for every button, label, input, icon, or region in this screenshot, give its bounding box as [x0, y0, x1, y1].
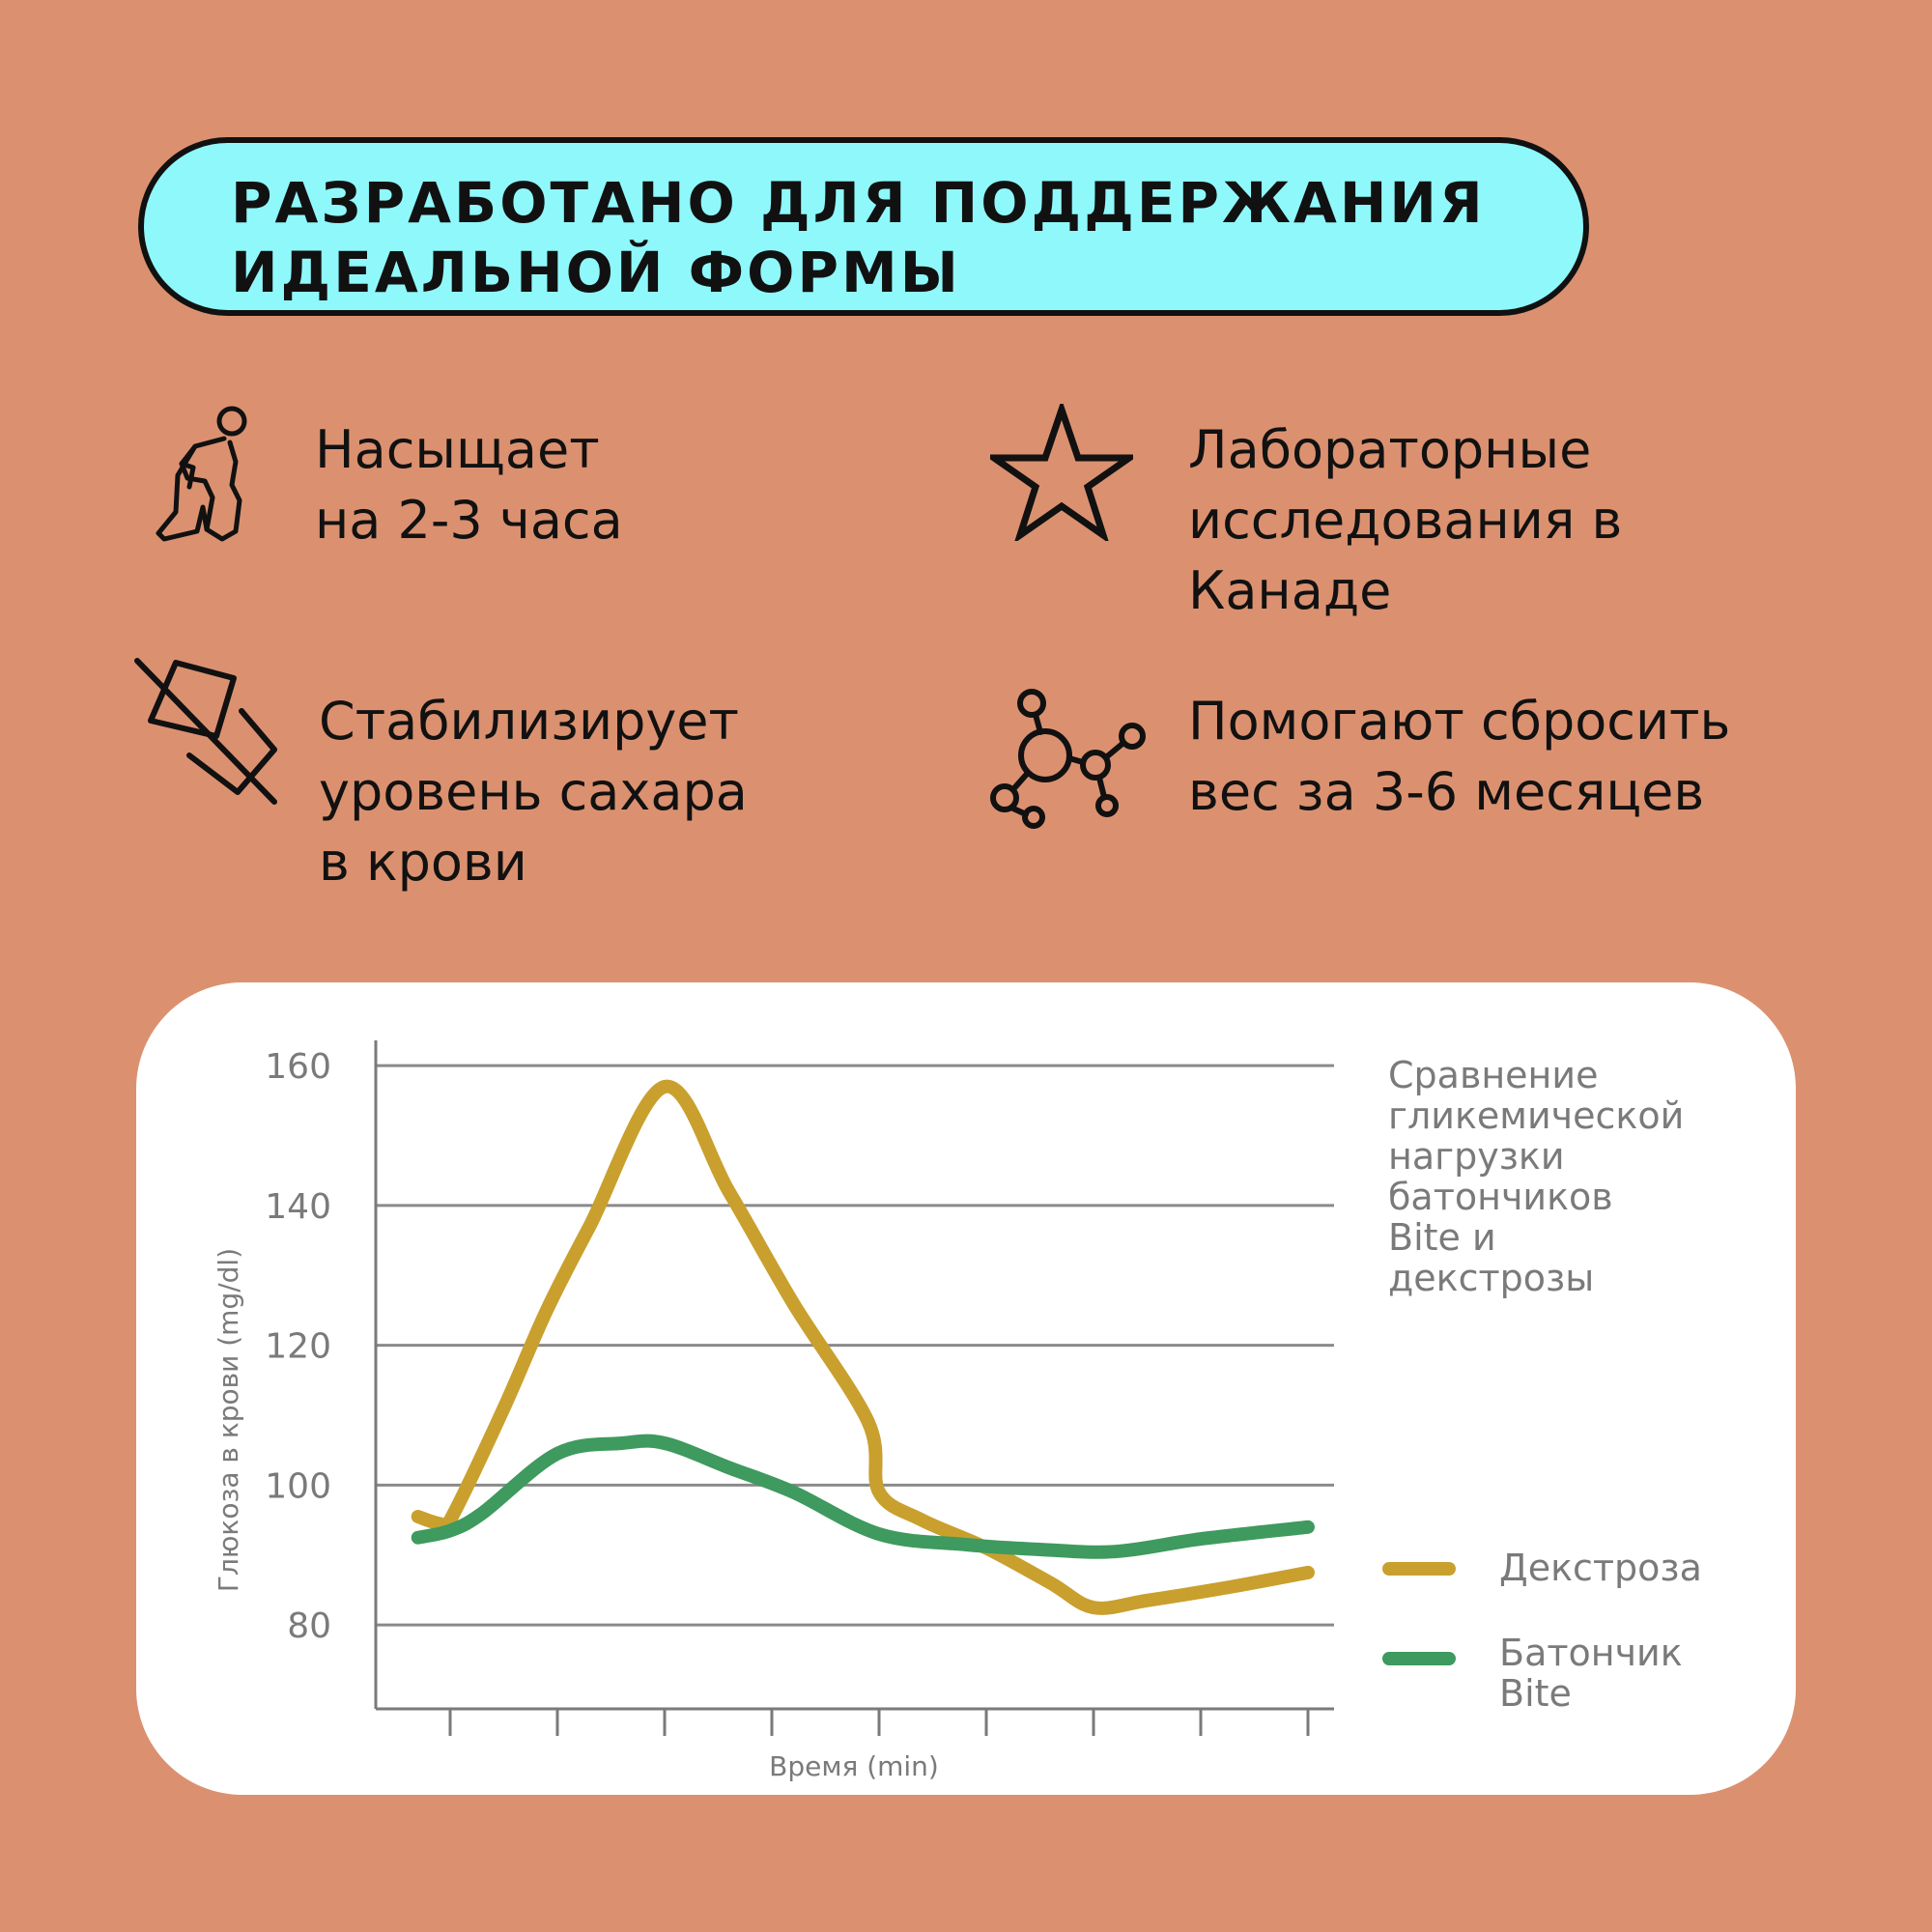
legend-swatch-dextrose — [1382, 1562, 1456, 1576]
chart-description-line-5: Bite и — [1388, 1216, 1496, 1259]
star-icon — [990, 404, 1133, 541]
feature-satiety-line-2: на 2-3 часа — [315, 490, 623, 551]
feature-satiety: Насыщает на 2-3 часа — [315, 414, 623, 555]
chart-description-line-4: батончиков — [1388, 1176, 1613, 1218]
y-axis-label: Глюкоза в крови (mg/dl) — [213, 1248, 244, 1592]
chart-description-line-6: декстрозы — [1388, 1257, 1595, 1299]
feature-satiety-line-1: Насыщает — [315, 419, 600, 480]
no-sugar-cube-icon — [133, 657, 278, 811]
headline-line-1: РАЗРАБОТАНО ДЛЯ ПОДДЕРЖАНИЯ — [231, 170, 1486, 236]
legend-label-bite-text: Батончик Bite — [1499, 1632, 1683, 1715]
feature-sugar-line-1: Стабилизирует — [319, 691, 739, 752]
y-tick-label-140: 140 — [265, 1187, 331, 1227]
y-tick-label-160: 160 — [265, 1047, 331, 1087]
chart-description-line-2: гликемической — [1388, 1094, 1685, 1137]
x-axis-label: Время (min) — [769, 1750, 939, 1782]
y-tick-label-100: 100 — [265, 1466, 331, 1506]
legend-label-dextrose-text: Декстроза — [1499, 1547, 1702, 1589]
legend-label-dextrose: Декстроза — [1499, 1548, 1702, 1588]
legend-label-bite: Батончик Bite — [1499, 1633, 1721, 1714]
chart-card: 80 100 120 140 160 Время (min) Глюкоза в крови… — [136, 982, 1796, 1795]
feature-weight-loss: Помогают сбросить вес за 3-6 месяцев — [1188, 686, 1730, 827]
feature-weight-line-1: Помогают сбросить — [1188, 691, 1731, 752]
chart-description: Сравнение гликемической нагрузки батончи… — [1388, 1055, 1684, 1298]
glucose-line-chart: 80 100 120 140 160 Время (min) Глюкоза в крови… — [213, 1040, 1334, 1782]
lunge-exercise-icon — [155, 406, 261, 546]
headline-banner: РАЗРАБОТАНО ДЛЯ ПОДДЕРЖАНИЯ ИДЕАЛЬНОЙ ФО… — [138, 137, 1589, 316]
y-tick-label-120: 120 — [265, 1327, 331, 1367]
feature-lab-research: Лабораторные исследования в Канаде — [1188, 414, 1622, 626]
feature-lab-line-3: Канаде — [1188, 560, 1392, 621]
headline-line-2: ИДЕАЛЬНОЙ ФОРМЫ — [231, 240, 961, 305]
series-line-dextrose — [411, 1079, 1315, 1615]
feature-weight-line-2: вес за 3-6 месяцев — [1188, 761, 1705, 822]
series-line-bite — [411, 1434, 1315, 1559]
chart-description-line-1: Сравнение — [1388, 1054, 1599, 1096]
legend-swatch-bite — [1382, 1652, 1456, 1665]
y-tick-label-80: 80 — [287, 1606, 331, 1646]
feature-sugar-line-2: уровень сахара — [319, 761, 748, 822]
feature-lab-line-2: исследования в — [1188, 490, 1623, 551]
feature-sugar-line-3: в крови — [319, 832, 527, 893]
molecule-icon — [987, 686, 1147, 836]
feature-blood-sugar: Стабилизирует уровень сахара в крови — [319, 686, 748, 897]
chart-description-line-3: нагрузки — [1388, 1135, 1565, 1178]
feature-lab-line-1: Лабораторные — [1188, 419, 1592, 480]
